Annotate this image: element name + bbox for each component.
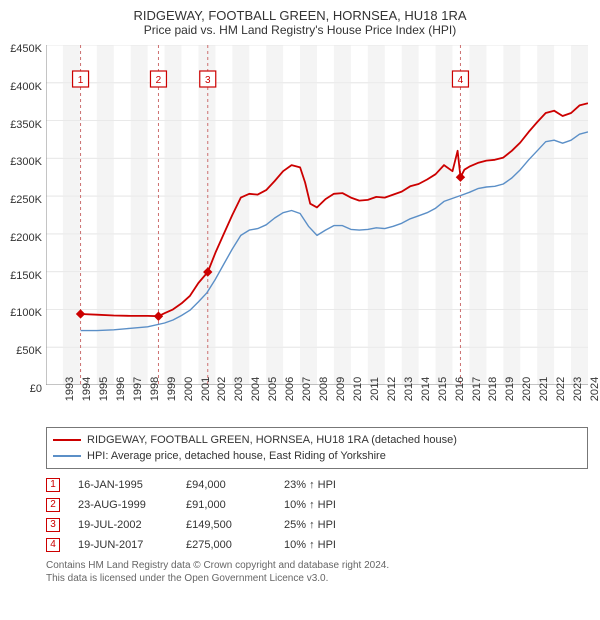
svg-text:2: 2 [156, 75, 162, 86]
sale-vs-hpi: 25% ↑ HPI [284, 515, 374, 535]
sale-row: 3 19-JUL-2002 £149,500 25% ↑ HPI [46, 515, 588, 535]
sale-vs-hpi: 10% ↑ HPI [284, 535, 374, 555]
legend-item: RIDGEWAY, FOOTBALL GREEN, HORNSEA, HU18 … [53, 432, 581, 448]
y-tick-label: £150K [10, 270, 46, 282]
sale-price: £91,000 [186, 495, 266, 515]
sale-date: 16-JAN-1995 [78, 475, 168, 495]
attribution: Contains HM Land Registry data © Crown c… [46, 559, 588, 585]
page-subtitle: Price paid vs. HM Land Registry's House … [6, 23, 594, 37]
legend: RIDGEWAY, FOOTBALL GREEN, HORNSEA, HU18 … [46, 427, 588, 469]
y-tick-label: £350K [10, 119, 46, 131]
svg-text:3: 3 [205, 75, 211, 86]
sale-date: 19-JUN-2017 [78, 535, 168, 555]
x-tick-label: 2025 [588, 377, 600, 401]
svg-text:1: 1 [78, 75, 84, 86]
legend-swatch [53, 439, 81, 441]
legend-item: HPI: Average price, detached house, East… [53, 448, 581, 464]
y-tick-label: £400K [10, 81, 46, 93]
sale-vs-hpi: 23% ↑ HPI [284, 475, 374, 495]
sale-date: 23-AUG-1999 [78, 495, 168, 515]
chart-svg: 1 2 3 4 [46, 45, 588, 385]
y-tick-label: £50K [16, 345, 46, 357]
attribution-line: This data is licensed under the Open Gov… [46, 572, 588, 585]
plot-area: 1234 £0£50K£100K£150K£200K£250K£300K£350… [46, 45, 588, 385]
y-tick-label: £250K [10, 194, 46, 206]
legend-swatch [53, 455, 81, 457]
price-chart: 1 2 3 4 £0 £50K £100K £150K £200K £250K £300K £350… [6, 41, 594, 421]
sale-vs-hpi: 10% ↑ HPI [284, 495, 374, 515]
legend-label: RIDGEWAY, FOOTBALL GREEN, HORNSEA, HU18 … [87, 432, 457, 448]
sale-marker: 3 [46, 518, 60, 532]
y-tick-label: £200K [10, 232, 46, 244]
sale-row: 1 16-JAN-1995 £94,000 23% ↑ HPI [46, 475, 588, 495]
sale-marker: 2 [46, 498, 60, 512]
sale-date: 19-JUL-2002 [78, 515, 168, 535]
sale-price: £275,000 [186, 535, 266, 555]
page-title: RIDGEWAY, FOOTBALL GREEN, HORNSEA, HU18 … [6, 8, 594, 23]
y-tick-label: £100K [10, 307, 46, 319]
y-tick-label: £0 [30, 383, 46, 395]
svg-text:4: 4 [458, 75, 464, 86]
sale-marker: 4 [46, 538, 60, 552]
y-tick-label: £450K [10, 43, 46, 55]
sale-price: £149,500 [186, 515, 266, 535]
attribution-line: Contains HM Land Registry data © Crown c… [46, 559, 588, 572]
sale-row: 2 23-AUG-1999 £91,000 10% ↑ HPI [46, 495, 588, 515]
sale-marker: 1 [46, 478, 60, 492]
sale-price: £94,000 [186, 475, 266, 495]
legend-label: HPI: Average price, detached house, East… [87, 448, 386, 464]
sales-table: 1 16-JAN-1995 £94,000 23% ↑ HPI 2 23-AUG-1999… [46, 475, 588, 555]
sale-row: 4 19-JUN-2017 £275,000 10% ↑ HPI [46, 535, 588, 555]
y-tick-label: £300K [10, 156, 46, 168]
